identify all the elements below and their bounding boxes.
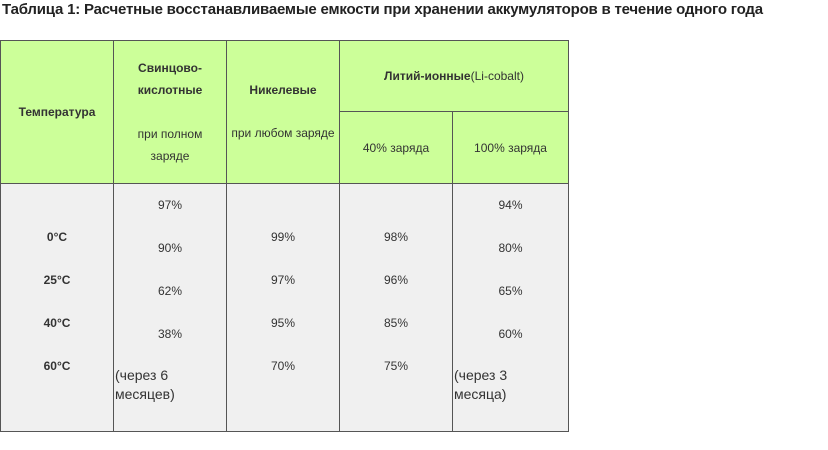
caption-text: Расчетные восстанавливаемые емкости при …: [80, 1, 763, 18]
nickel-cell: 99% 97% 95% 70%: [226, 183, 340, 432]
header-li-40: 40% заряда: [339, 111, 453, 184]
header-li-ion: Литий-ионные(Li-cobalt): [338, 40, 570, 112]
li-100-value-60: 60%: [498, 327, 523, 341]
li-40-cell: 98% 96% 85% 75%: [339, 183, 453, 432]
caption-number: Таблица 1:: [2, 1, 81, 18]
nickel-value-40: 95%: [270, 316, 296, 330]
header-lead-acid-title-2: кислотные: [137, 83, 203, 97]
li-100-note-1: (через 3: [454, 367, 508, 383]
temperature-0: 0°C: [46, 230, 68, 244]
header-li-ion-title: Литий-ионные: [384, 69, 471, 83]
header-nickel-sub: при любом заряде: [231, 126, 335, 140]
lead-acid-value-60: 38%: [157, 327, 183, 341]
lead-acid-cell: 97% 90% 62% 38% (через 6 месяцев): [113, 183, 227, 432]
lead-acid-note: (через 6 месяцев): [115, 366, 175, 404]
lead-acid-note-2: месяцев): [115, 386, 175, 402]
li-40-value-25: 96%: [383, 273, 409, 287]
header-li-100: 100% заряда: [451, 111, 570, 184]
li-100-cell: 94% 80% 65% 60% (через 3 месяца): [451, 183, 570, 432]
header-nickel: Никелевые при любом заряде: [226, 40, 340, 184]
storage-capacity-table: Температура Свинцово- кислотные при полн…: [0, 40, 570, 432]
li-40-value-60: 75%: [383, 359, 409, 373]
nickel-value-25: 97%: [270, 273, 296, 287]
nickel-value-0: 99%: [270, 230, 296, 244]
header-lead-acid-title-1: Свинцово-: [138, 61, 202, 75]
lead-acid-note-1: (через 6: [115, 367, 169, 383]
header-li-ion-sub: (Li-cobalt): [470, 69, 524, 83]
temperature-25: 25°C: [43, 273, 71, 287]
table-caption: Таблица 1: Расчетные восстанавливаемые е…: [2, 1, 763, 18]
nickel-value-60: 70%: [270, 359, 296, 373]
header-nickel-title: Никелевые: [249, 83, 317, 97]
header-lead-acid-sub-2: заряде: [150, 149, 190, 163]
li-100-value-0: 94%: [498, 198, 523, 212]
li-100-value-25: 80%: [498, 241, 523, 255]
lead-acid-value-25: 90%: [157, 241, 183, 255]
li-100-note-2: месяца): [454, 386, 507, 402]
lead-acid-value-40: 62%: [157, 284, 183, 298]
header-lead-acid-sub-1: при полном: [137, 127, 203, 141]
li-40-value-40: 85%: [383, 316, 409, 330]
lead-acid-value-0: 97%: [157, 198, 183, 212]
temperature-cell: 0°C 25°C 40°C 60°C: [0, 183, 114, 432]
header-temperature: Температура: [0, 40, 114, 184]
header-lead-acid: Свинцово- кислотные при полном заряде: [113, 40, 227, 184]
temperature-40: 40°C: [43, 316, 71, 330]
li-100-note: (через 3 месяца): [454, 366, 507, 404]
li-100-value-40: 65%: [498, 284, 523, 298]
temperature-60: 60°C: [43, 359, 71, 373]
li-40-value-0: 98%: [383, 230, 409, 244]
